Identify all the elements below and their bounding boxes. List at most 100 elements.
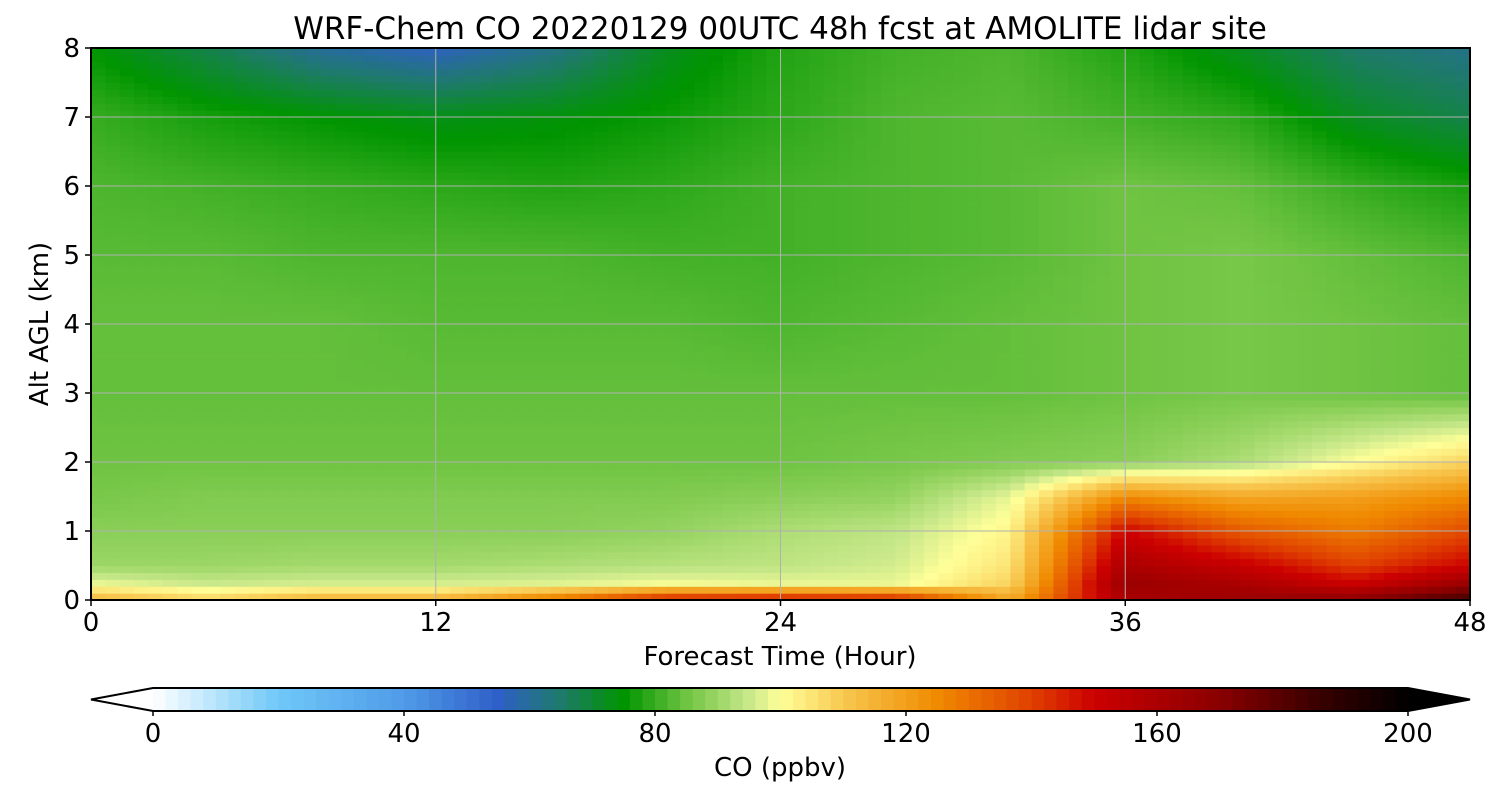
co-cell xyxy=(1067,289,1083,297)
co-cell xyxy=(1412,524,1428,532)
co-cell xyxy=(967,268,983,277)
co-cell xyxy=(1067,531,1083,539)
co-cell xyxy=(1268,337,1284,346)
co-cell xyxy=(622,427,638,435)
co-cell xyxy=(249,510,264,518)
co-cell xyxy=(651,517,667,525)
co-cell xyxy=(392,420,408,429)
co-cell xyxy=(636,241,652,249)
co-cell xyxy=(622,330,638,339)
co-cell xyxy=(565,255,580,263)
co-cell xyxy=(478,330,494,339)
co-cell xyxy=(1197,337,1213,346)
co-cell xyxy=(1139,330,1155,339)
co-cell xyxy=(392,344,408,353)
co-cell xyxy=(1441,255,1457,263)
co-cell xyxy=(1268,351,1284,360)
co-cell xyxy=(1039,296,1055,304)
co-cell xyxy=(924,289,940,297)
co-cell xyxy=(1441,558,1457,567)
co-cell xyxy=(924,537,940,546)
co-cell xyxy=(191,303,207,311)
co-cell xyxy=(1139,365,1155,373)
co-cell xyxy=(823,558,839,567)
co-cell xyxy=(665,427,681,435)
co-cell xyxy=(521,489,537,498)
co-cell xyxy=(493,241,509,249)
co-cell xyxy=(220,441,236,449)
co-cell xyxy=(952,248,968,256)
co-cell xyxy=(636,365,652,373)
co-cell xyxy=(1096,344,1112,353)
co-cell xyxy=(1053,468,1069,477)
co-cell xyxy=(593,489,609,498)
co-cell xyxy=(1369,593,1385,600)
co-cell xyxy=(478,441,494,449)
co-cell xyxy=(1125,475,1141,484)
co-cell xyxy=(622,413,638,422)
co-cell xyxy=(1039,572,1055,580)
co-cell xyxy=(636,379,652,387)
co-cell xyxy=(407,420,422,429)
co-cell xyxy=(1139,579,1155,587)
co-cell xyxy=(378,468,394,477)
co-cell xyxy=(608,427,624,435)
co-cell xyxy=(1067,579,1083,587)
co-cell xyxy=(306,399,322,408)
co-cell xyxy=(1412,255,1428,263)
co-cell xyxy=(938,268,954,277)
co-cell xyxy=(809,448,825,456)
co-cell xyxy=(378,282,394,291)
co-cell xyxy=(249,420,264,429)
co-cell xyxy=(694,496,710,504)
co-cell xyxy=(349,289,365,297)
co-cell xyxy=(1326,379,1342,387)
co-cell xyxy=(995,413,1011,422)
co-cell xyxy=(651,579,667,587)
co-cell xyxy=(1067,330,1083,339)
co-cell xyxy=(651,531,667,539)
co-cell xyxy=(1096,586,1112,594)
co-cell xyxy=(579,455,595,463)
co-cell xyxy=(909,455,925,463)
co-cell xyxy=(837,503,853,511)
co-cell xyxy=(177,510,193,518)
co-cell xyxy=(593,524,609,532)
co-cell xyxy=(1268,282,1284,291)
co-cell xyxy=(421,365,437,373)
co-cell xyxy=(177,261,193,270)
co-cell xyxy=(1412,303,1428,311)
co-cell xyxy=(938,358,954,366)
co-cell xyxy=(1340,255,1356,263)
co-cell xyxy=(679,268,695,277)
co-cell xyxy=(651,255,667,263)
co-cell xyxy=(521,344,537,353)
co-cell xyxy=(608,296,624,304)
co-cell xyxy=(148,427,164,435)
co-cell xyxy=(521,544,537,553)
co-cell xyxy=(1297,544,1313,553)
co-cell xyxy=(1383,317,1399,325)
co-cell xyxy=(91,268,106,277)
co-cell xyxy=(1125,358,1141,366)
co-cell xyxy=(421,427,437,435)
co-cell xyxy=(292,475,308,484)
co-cell xyxy=(220,365,236,373)
co-cell xyxy=(1268,468,1284,477)
co-cell xyxy=(1182,510,1198,518)
co-cell xyxy=(392,427,408,435)
co-cell xyxy=(895,455,911,463)
co-cell xyxy=(134,531,150,539)
co-cell xyxy=(1197,524,1213,532)
co-cell xyxy=(1053,324,1069,332)
co-cell xyxy=(105,248,121,256)
co-cell xyxy=(407,282,422,291)
co-cell xyxy=(1168,379,1184,387)
co-cell xyxy=(981,317,997,325)
co-cell xyxy=(1254,427,1270,435)
co-cell xyxy=(205,406,221,415)
co-cell xyxy=(794,351,810,360)
co-cell xyxy=(636,372,652,380)
co-cell xyxy=(737,551,753,560)
co-cell xyxy=(91,289,106,297)
